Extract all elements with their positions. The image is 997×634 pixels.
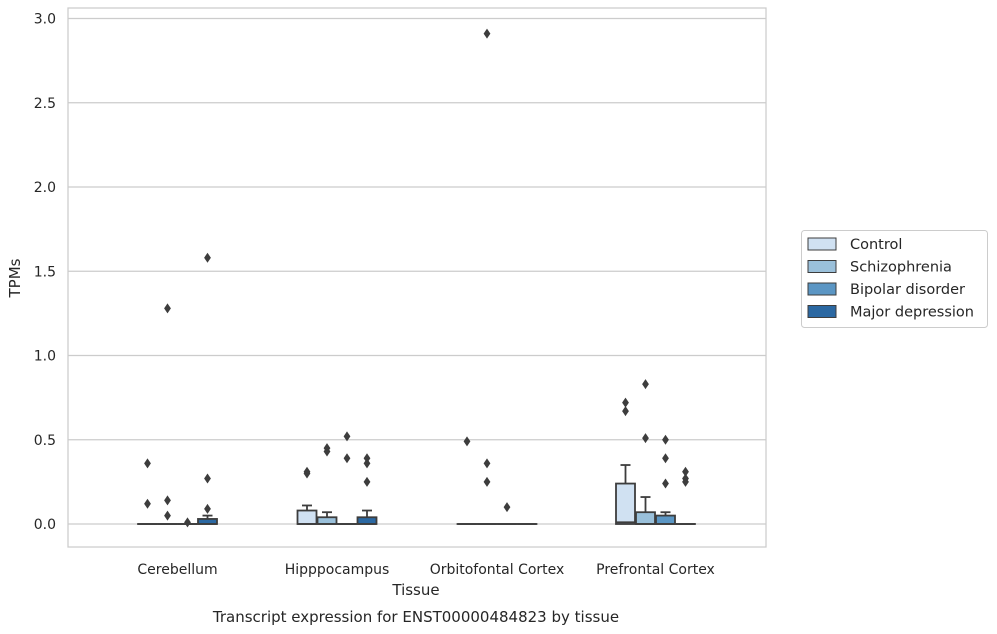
y-tick-label: 0.5 [34,433,56,449]
box-bipolar-disorder [655,434,676,525]
outlier-point [622,397,629,408]
box [615,482,636,525]
outlier-point [682,476,689,487]
box-schizophrenia [157,303,178,525]
outlier-point [662,434,669,445]
x-tick-label: Cerebellum [137,562,217,578]
x-axis-label: Tissue [391,581,439,599]
box [635,511,656,525]
outlier-point [363,453,371,464]
box-major-depression [675,466,696,525]
box-schizophrenia [316,443,338,525]
y-tick-labels: 0.0 0.5 1.0 1.5 2.0 2.5 3.0 [34,12,56,534]
outlier-point [483,458,491,469]
outlier-point [164,495,171,506]
outlier-point [164,303,171,314]
outlier-point [662,478,669,489]
y-tick-label: 1.5 [34,264,56,280]
box-schizophrenia [635,379,656,525]
box-control [137,458,158,525]
legend: Control Schizophrenia Bipolar disorder Majo… [801,230,988,328]
box-major-depression [197,252,218,525]
box-bipolar-disorder [177,517,198,528]
outlier-point [622,406,629,417]
box-plot-series [137,28,696,528]
y-tick-label: 2.0 [34,180,56,196]
outlier-point [204,473,211,484]
grid-lines [68,17,766,525]
outlier-point [483,476,491,487]
legend-label: Bipolar disorder [850,282,965,298]
outlier-point [483,28,491,39]
outlier-point [164,510,171,521]
y-tick-label: 2.5 [34,96,56,112]
legend-label: Schizophrenia [850,260,952,276]
outlier-point [184,517,191,528]
outlier-point [363,458,371,469]
legend-swatch [807,237,837,251]
box [316,516,338,525]
legend-frame [801,230,988,328]
legend-label: Control [850,237,902,253]
outlier-point [144,458,151,469]
outlier-point [642,433,649,444]
box-control [456,436,478,525]
outlier-point [662,453,669,464]
outlier-point [642,379,649,390]
outlier-point [463,436,471,447]
outlier-point [363,476,371,487]
x-tick-label: Prefrontal Cortex [596,562,715,578]
x-tick-label: Orbitofontal Cortex [430,562,565,578]
outlier-point [204,503,211,514]
plot-frame [67,7,767,548]
x-tick-labels: Cerebellum Hipppocampus Orbitofontal Corte… [137,562,714,578]
x-tick-label: Hipppocampus [285,562,390,578]
outlier-point [343,453,351,464]
outlier-point [503,502,511,513]
box-bipolar-disorder [336,431,358,525]
box-control [615,397,636,525]
outlier-point [303,468,311,479]
legend-swatch [807,305,837,318]
y-tick-label: 0.0 [34,517,56,533]
y-tick-label: 3.0 [34,12,56,28]
legend-swatch [807,260,837,273]
box-control [296,466,318,525]
outlier-point [144,498,151,509]
legend-label: Major depression [850,305,974,321]
outlier-point [682,466,689,477]
box [296,509,318,525]
y-axis-label: TPMs [6,258,24,298]
chart-title: Transcript expression for ENST0000048482… [212,608,619,626]
outlier-point [343,431,351,442]
box-schizophrenia [476,28,498,525]
box [655,514,676,525]
outlier-point [204,252,211,263]
box-bipolar-disorder [496,502,518,525]
outlier-point [323,446,331,457]
legend-swatch [807,282,837,296]
box [356,516,378,525]
box-major-depression [356,453,378,525]
y-tick-label: 1.0 [34,349,56,365]
